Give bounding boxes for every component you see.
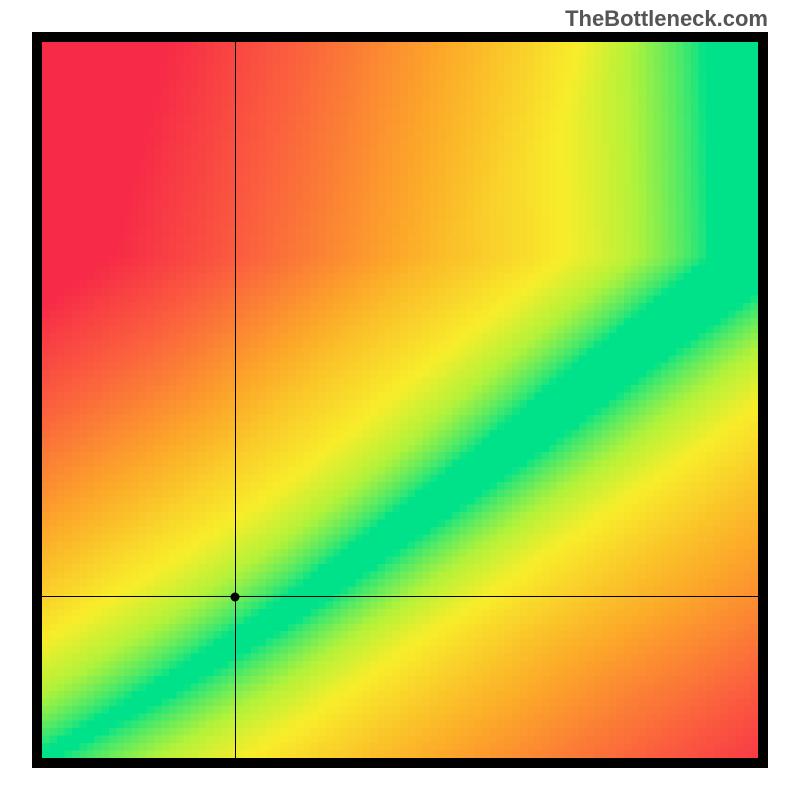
chart-frame: [32, 32, 768, 768]
watermark-text: TheBottleneck.com: [565, 6, 768, 32]
chart-container: TheBottleneck.com: [0, 0, 800, 800]
crosshair-marker: [231, 592, 240, 601]
crosshair-horizontal: [42, 596, 758, 597]
crosshair-vertical: [235, 42, 236, 758]
heatmap-canvas: [42, 42, 758, 758]
